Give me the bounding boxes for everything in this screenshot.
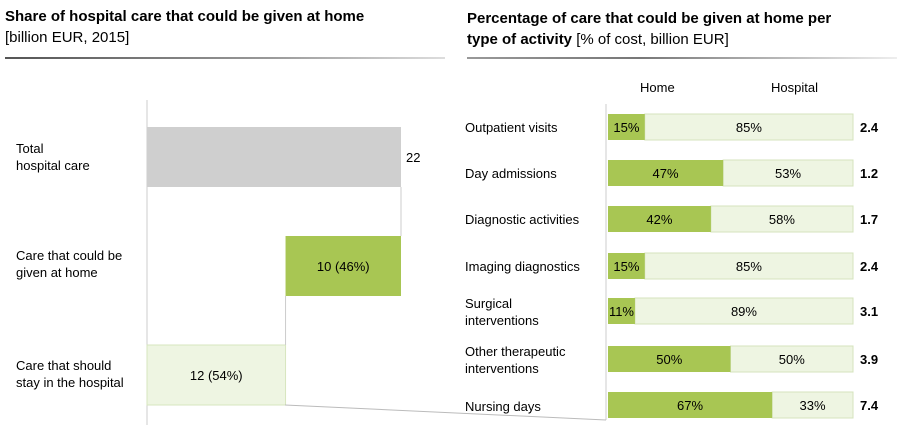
bar-total-outpatient: 2.4 — [860, 120, 879, 135]
right-label-nursing-line1: Nursing days — [465, 399, 541, 414]
legend-hospital: Hospital — [771, 80, 818, 95]
right-label-diagnostic: Diagnostic activities — [465, 211, 579, 228]
left-waterfall-chart: 22 10 (46%) 12 (54%) — [146, 100, 420, 425]
bar-total-nursing: 7.4 — [860, 398, 879, 413]
left-label-total: Total hospital care — [16, 140, 90, 174]
bar-total-diagnostic: 1.7 — [860, 212, 878, 227]
bar-total-imaging: 2.4 — [860, 259, 879, 274]
right-label-other-line2: interventions — [465, 361, 539, 376]
legend-home: Home — [640, 80, 675, 95]
bar-total-day-admissions: 1.2 — [860, 166, 878, 181]
right-label-nursing: Nursing days — [465, 398, 541, 415]
bar-home-label-surgical: 11% — [609, 304, 634, 319]
bar-home-label-diagnostic: 42% — [646, 212, 672, 227]
bar-hospital-label-diagnostic: 58% — [769, 212, 795, 227]
bar-home-day-admissions — [608, 160, 724, 186]
bar-home-nursing — [608, 392, 773, 418]
bar-home-surgical — [608, 298, 635, 324]
right-label-surgical-line1: Surgical — [465, 296, 512, 311]
right-label-outpatient: Outpatient visits — [465, 119, 558, 136]
left-label-home-line1: Care that could be — [16, 248, 123, 263]
bar-home-label-other-therapeutic: 50% — [656, 352, 682, 367]
right-label-diagnostic-line1: Diagnostic activities — [465, 212, 580, 227]
right-label-surgical: Surgical interventions — [465, 295, 539, 329]
connector-line — [284, 404, 607, 421]
left-bar-hospital — [146, 344, 287, 406]
bar-hospital-label-day-admissions: 53% — [775, 166, 801, 181]
bar-hospital-label-imaging: 85% — [736, 259, 762, 274]
bar-hospital-label-nursing: 33% — [800, 398, 826, 413]
bar-total-other-therapeutic: 3.9 — [860, 352, 878, 367]
right-stacked-bar-chart: 15% 85% 2.4 47% 53% 1.2 42% 58% 1.7 15% 85% 2.4 11% 8… — [605, 104, 879, 420]
bar-home-other-therapeutic — [608, 346, 731, 372]
left-label-hospital-line1: Care that should — [16, 358, 112, 373]
left-bar-label-home: 10 (46%) — [317, 259, 370, 274]
right-label-imaging: Imaging diagnostics — [465, 258, 580, 275]
left-bar-label-hospital: 12 (54%) — [190, 368, 243, 383]
left-bar-home — [285, 236, 401, 296]
right-label-outpatient-line1: Outpatient visits — [465, 120, 558, 135]
right-label-surgical-line2: interventions — [465, 313, 539, 328]
left-label-home: Care that could be given at home — [16, 247, 122, 281]
bar-hospital-label-other-therapeutic: 50% — [779, 352, 805, 367]
right-label-imaging-line1: Imaging diagnostics — [465, 259, 580, 274]
bar-home-label-outpatient: 15% — [613, 120, 639, 135]
bar-home-label-nursing: 67% — [677, 398, 703, 413]
left-label-home-line2: given at home — [16, 265, 98, 280]
left-bar-label-total: 22 — [406, 150, 420, 165]
bar-hospital-other-therapeutic — [730, 345, 854, 373]
right-label-other-therapeutic: Other therapeutic interventions — [465, 343, 565, 377]
right-title-unit: [% of cost, billion EUR] — [576, 31, 729, 48]
right-title-line1: Percentage of care that could be given a… — [467, 10, 832, 27]
bar-home-outpatient — [608, 114, 645, 140]
bar-home-diagnostic — [608, 206, 711, 232]
bar-home-imaging — [608, 253, 645, 279]
right-label-day-admissions-line1: Day admissions — [465, 166, 557, 181]
bar-total-surgical: 3.1 — [860, 304, 878, 319]
left-chart-title: Share of hospital care that could be giv… — [5, 8, 365, 25]
bar-home-label-day-admissions: 47% — [653, 166, 679, 181]
right-chart-title: Percentage of care that could be given a… — [467, 8, 897, 50]
bar-hospital-label-outpatient: 85% — [736, 120, 762, 135]
bar-home-label-imaging: 15% — [613, 259, 639, 274]
right-title-divider — [467, 57, 897, 59]
left-label-hospital-line2: stay in the hospital — [16, 375, 124, 390]
bar-hospital-diagnostic — [710, 205, 854, 233]
right-label-day-admissions: Day admissions — [465, 165, 557, 182]
left-title-divider — [5, 57, 445, 59]
left-label-total-line2: hospital care — [16, 158, 90, 173]
left-bar-total — [147, 127, 401, 187]
right-title-line2: type of activity — [467, 31, 573, 48]
left-label-hospital: Care that should stay in the hospital — [16, 357, 124, 391]
right-label-other-line1: Other therapeutic — [465, 344, 566, 359]
left-label-total-line1: Total — [16, 141, 44, 156]
left-chart-subtitle: [billion EUR, 2015] — [5, 29, 130, 46]
bar-hospital-nursing — [771, 391, 854, 419]
bar-hospital-label-surgical: 89% — [731, 304, 757, 319]
